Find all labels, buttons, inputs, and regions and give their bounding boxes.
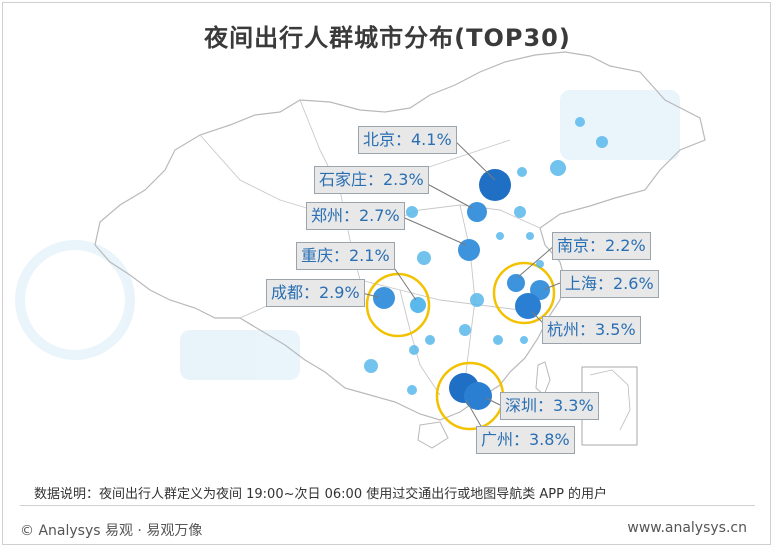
- dot-nanjing: [507, 274, 525, 292]
- dot-zhengzhou: [458, 239, 480, 261]
- china-outline: [94, 51, 706, 421]
- website-url: www.analysys.cn: [627, 520, 747, 536]
- taiwan-island: [535, 361, 551, 396]
- label-shanghai: 上海：2.6%: [560, 270, 659, 298]
- watermark: [15, 90, 680, 380]
- label-hangzhou: 杭州：3.5%: [542, 316, 641, 344]
- dot-shenzhen: [464, 382, 492, 410]
- label-guangzhou: 广州：3.8%: [476, 426, 575, 454]
- dot-shanghai: [530, 280, 550, 300]
- dot-beijing: [479, 169, 511, 201]
- copyright-text: © Analysys 易观 · 易观万像: [20, 523, 203, 539]
- footer-divider: [20, 505, 755, 506]
- inset-coastline: [589, 369, 631, 431]
- dot-hangzhou: [515, 293, 541, 319]
- label-nanjing: 南京：2.2%: [552, 232, 651, 260]
- dot-shijiazhuang: [467, 202, 487, 222]
- hainan-island: [417, 421, 449, 449]
- map-title: 夜间出行人群城市分布(TOP30): [204, 24, 571, 52]
- label-shenzhen: 深圳：3.3%: [500, 392, 599, 420]
- label-chengdu: 成都：2.9%: [266, 279, 365, 307]
- highlight-ring-yangtze-delta: [492, 261, 556, 325]
- label-zhengzhou: 郑州：2.7%: [306, 202, 405, 230]
- label-beijing: 北京：4.1%: [358, 126, 457, 154]
- south-china-sea-inset: [581, 366, 638, 446]
- labeled-city-dots: [373, 169, 550, 410]
- data-note: 数据说明：夜间出行人群定义为夜间 19:00~次日 06:00 使用过交通出行或…: [34, 487, 608, 502]
- dot-chongqing: [410, 297, 426, 313]
- label-shijiazhuang: 石家庄：2.3%: [314, 166, 429, 194]
- minor-city-dots: [364, 117, 608, 395]
- label-chongqing: 重庆：2.1%: [296, 242, 395, 270]
- dot-chengdu: [373, 287, 395, 309]
